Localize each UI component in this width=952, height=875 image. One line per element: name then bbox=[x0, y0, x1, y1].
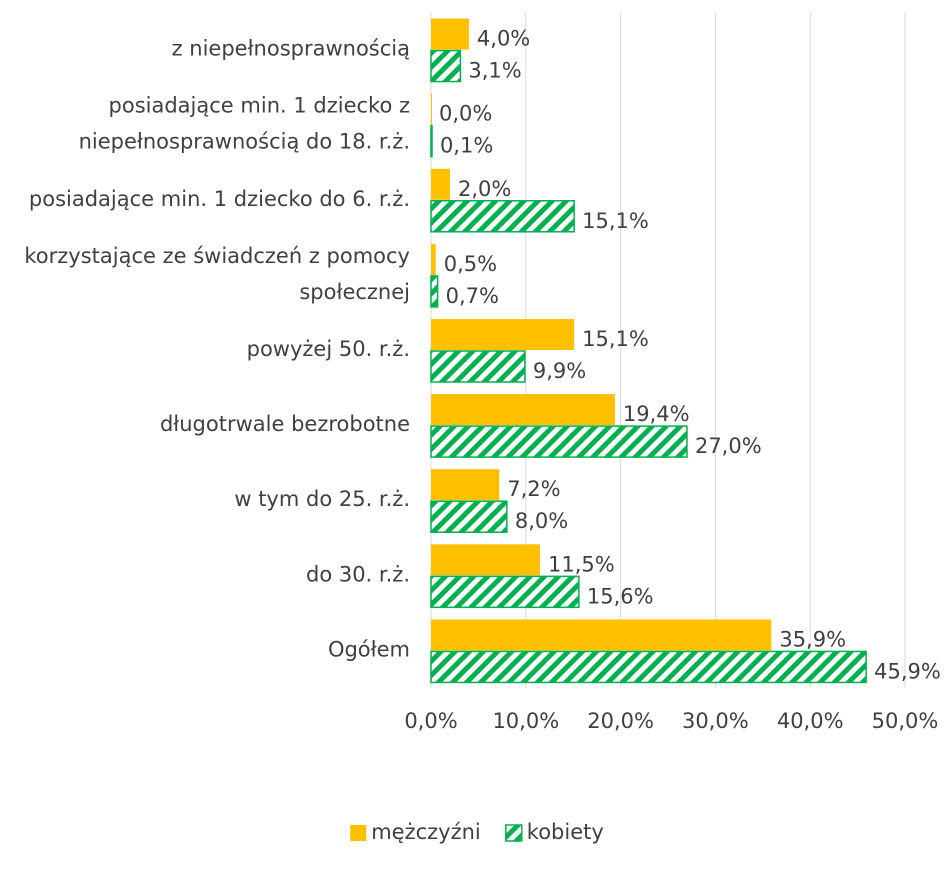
y-tick-label: z niepełnosprawnością bbox=[172, 37, 410, 61]
x-tick-label: 50,0% bbox=[872, 709, 939, 733]
bar bbox=[431, 544, 541, 576]
legend-label: mężczyźni bbox=[371, 820, 481, 844]
x-tick-label: 40,0% bbox=[777, 709, 844, 733]
y-tick-label: posiadające min. 1 dziecko do 6. r.ż. bbox=[29, 187, 410, 211]
data-label: 9,9% bbox=[533, 359, 586, 383]
legend-label: kobiety bbox=[527, 820, 604, 844]
data-label: 0,1% bbox=[440, 134, 493, 158]
y-tick-label: posiadające min. 1 dziecko z niepełnospra… bbox=[79, 94, 410, 154]
bar bbox=[430, 124, 433, 158]
data-label: 0,5% bbox=[444, 252, 497, 276]
data-label: 45,9% bbox=[874, 659, 941, 683]
x-tick-label: 20,0% bbox=[587, 709, 654, 733]
bar bbox=[431, 18, 469, 50]
bar bbox=[431, 168, 450, 200]
data-label: 7,2% bbox=[507, 477, 560, 501]
bar bbox=[431, 93, 432, 125]
bar bbox=[430, 350, 526, 383]
legend-swatch bbox=[350, 825, 367, 841]
bar bbox=[430, 500, 508, 533]
y-tick-label: korzystające ze świadczeń z pomocy społec… bbox=[24, 244, 410, 304]
data-label: 15,1% bbox=[582, 209, 649, 233]
bar bbox=[430, 425, 688, 458]
data-label: 3,1% bbox=[468, 59, 521, 83]
bar bbox=[431, 394, 615, 426]
data-label: 4,0% bbox=[477, 27, 530, 51]
data-label: 0,0% bbox=[439, 102, 492, 126]
data-label: 11,5% bbox=[548, 552, 615, 576]
legend: mężczyźni kobiety bbox=[350, 820, 604, 844]
data-label: 15,6% bbox=[587, 584, 654, 608]
x-tick-label: 0,0% bbox=[404, 709, 457, 733]
data-label: 27,0% bbox=[695, 434, 762, 458]
data-label: 19,4% bbox=[623, 402, 690, 426]
y-tick-label: w tym do 25. r.ż. bbox=[234, 487, 410, 511]
y-tick-label: powyżej 50. r.ż. bbox=[247, 337, 410, 361]
y-tick-label: do 30. r.ż. bbox=[306, 562, 410, 586]
bar bbox=[430, 650, 867, 684]
legend-swatch bbox=[505, 824, 523, 842]
bar bbox=[430, 575, 580, 609]
data-label: 8,0% bbox=[515, 509, 568, 533]
bar bbox=[431, 243, 436, 275]
bar bbox=[430, 49, 462, 83]
bar bbox=[431, 619, 772, 651]
x-tick-label: 30,0% bbox=[682, 709, 749, 733]
bar bbox=[430, 200, 575, 233]
y-tick-label: długotrwale bezrobotne bbox=[160, 412, 410, 436]
x-tick-label: 10,0% bbox=[492, 709, 559, 733]
data-label: 15,1% bbox=[582, 327, 649, 351]
y-tick-label: Ogółem bbox=[328, 637, 410, 661]
bar bbox=[431, 469, 500, 501]
bar bbox=[431, 319, 575, 350]
bar bbox=[430, 275, 439, 308]
data-label: 35,9% bbox=[779, 627, 846, 651]
data-label: 0,7% bbox=[446, 284, 499, 308]
data-label: 2,0% bbox=[458, 177, 511, 201]
